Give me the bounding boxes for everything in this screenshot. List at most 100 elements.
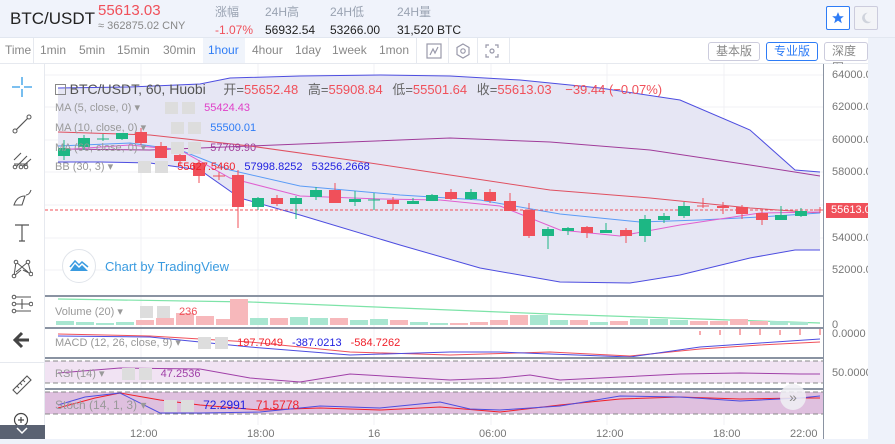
ma5-value: 55424.43	[204, 102, 251, 114]
tradingview-watermark[interactable]: Chart by TradingView	[62, 249, 229, 283]
pane-divider[interactable]	[45, 295, 868, 297]
pane-divider[interactable]	[45, 357, 868, 359]
gear-icon[interactable]	[198, 337, 212, 350]
trendline-icon	[12, 114, 32, 134]
macd-legend[interactable]: MACD (12, 26, close, 9) ▾ 197.7049 -387.…	[55, 337, 401, 350]
volume-label: Volume (20)	[55, 306, 115, 318]
ma60-legend[interactable]: MA (60, close, 0) ▾ 57709.90	[55, 142, 257, 155]
ruler-tool[interactable]	[7, 370, 37, 400]
page-scrollbar[interactable]	[868, 38, 895, 439]
favorite-button[interactable]	[826, 6, 850, 30]
macd-value: -387.0213	[292, 337, 342, 349]
trendline-tool[interactable]	[7, 109, 37, 139]
view-pro-button[interactable]: 专业版	[766, 42, 819, 61]
pitchfork-tool[interactable]	[7, 146, 37, 176]
close-icon[interactable]	[138, 368, 152, 381]
stat-24h-high: 24H高 56932.54	[265, 5, 316, 37]
volume-zero-tick: 0	[832, 319, 839, 331]
close-icon[interactable]	[188, 142, 202, 155]
price-axis[interactable]	[823, 64, 868, 439]
close-icon[interactable]	[182, 102, 196, 115]
back-button[interactable]	[7, 325, 37, 355]
pane-divider[interactable]	[45, 327, 868, 329]
high-value: 55908.84	[328, 82, 383, 97]
gear-icon[interactable]	[171, 122, 185, 135]
ma5-legend[interactable]: MA (5, close, 0) ▾ 55424.43	[55, 102, 251, 115]
interval-5min[interactable]: 5min	[79, 43, 106, 57]
macd-zero-tick: 0.0000	[832, 328, 866, 340]
chart-canvas[interactable]	[45, 64, 823, 439]
cny-price: ≈ 362875.02 CNY	[98, 20, 186, 32]
interval-4hour[interactable]: 4hour	[252, 43, 283, 57]
close-icon[interactable]	[188, 122, 202, 135]
rsi-legend[interactable]: RSI (14) ▾ 47.2536	[55, 368, 201, 381]
measure-fib-icon	[11, 294, 33, 314]
gear-icon[interactable]	[121, 368, 135, 381]
volume-value: 236	[179, 306, 198, 318]
collapse-legend-icon[interactable]	[55, 84, 66, 96]
ma60-value: 57709.90	[210, 142, 257, 154]
ticker-header: BTC/USDT 55613.03 ≈ 362875.02 CNY 涨幅 -1.…	[0, 0, 895, 38]
interval-30min[interactable]: 30min	[163, 43, 196, 57]
y-tick: 64000.00	[832, 69, 878, 81]
stoch-legend[interactable]: Stoch (14, 1, 3) ▾ 72.2991 71.5778	[55, 398, 300, 412]
pane-divider[interactable]	[45, 388, 868, 390]
screenshot-icon	[485, 44, 499, 58]
interval-time[interactable]: Time	[5, 43, 32, 57]
change-value: −39.44 (−0.07%)	[565, 82, 663, 97]
bb-label: BB (30, 3)	[55, 161, 105, 173]
interval-15min[interactable]: 15min	[117, 43, 150, 57]
divider	[477, 38, 478, 63]
close-icon[interactable]	[155, 161, 169, 174]
close-value: 55613.03	[497, 82, 552, 97]
drawing-toolbar	[0, 64, 45, 439]
gear-icon[interactable]	[139, 306, 153, 319]
ma10-legend[interactable]: MA (10, close, 0) ▾ 55500.01	[55, 122, 257, 135]
chevron-down-icon	[16, 427, 28, 435]
indicator-button[interactable]	[425, 42, 443, 60]
moon-icon	[862, 12, 872, 24]
interval-1min[interactable]: 1min	[40, 43, 67, 57]
ma60-label: MA (60, close, 0)	[55, 142, 138, 154]
divider	[0, 362, 45, 363]
macd-label: MACD (12, 26, close, 9)	[55, 337, 173, 349]
brush-icon	[13, 189, 32, 206]
close-icon[interactable]	[156, 306, 170, 319]
brush-tool[interactable]	[7, 183, 37, 213]
gear-icon[interactable]	[163, 399, 177, 412]
collapse-toolbar-button[interactable]	[0, 425, 45, 439]
close-icon[interactable]	[180, 399, 194, 412]
text-tool[interactable]	[7, 218, 37, 248]
chart-toolbar: Time 1min 5min 15min 30min 1hour 4hour 1…	[0, 38, 868, 75]
screenshot-button[interactable]	[483, 42, 501, 60]
pitchfork-icon	[12, 152, 32, 170]
measure-tool[interactable]	[7, 289, 37, 319]
interval-1hour[interactable]: 1hour	[203, 38, 245, 63]
gear-icon[interactable]	[138, 161, 152, 174]
stoch-k-value: 72.2991	[203, 398, 247, 412]
view-basic-button[interactable]: 基本版	[708, 42, 761, 61]
settings-button[interactable]	[454, 42, 472, 60]
interval-1mon[interactable]: 1mon	[379, 43, 410, 57]
divider	[448, 38, 449, 63]
theme-toggle-button[interactable]	[854, 6, 878, 30]
bb-legend[interactable]: BB (30, 3) ▾ 55627.5460 57998.8252 53256…	[55, 161, 370, 174]
open-label: 开=	[223, 82, 245, 97]
ma10-value: 55500.01	[210, 122, 257, 134]
scroll-to-realtime-button[interactable]: »	[780, 384, 806, 410]
ma10-label: MA (10, close, 0)	[55, 122, 138, 134]
close-icon[interactable]	[215, 337, 229, 350]
interval-1week[interactable]: 1week	[332, 43, 367, 57]
view-depth-button[interactable]: 深度图	[824, 42, 868, 75]
low-value: 55501.64	[412, 82, 468, 97]
gear-icon[interactable]	[165, 102, 179, 115]
volume-legend[interactable]: Volume (20) ▾ 236	[55, 306, 198, 319]
symbol-title: BTC/USDT, 60, Huobi	[69, 81, 206, 97]
gear-icon[interactable]	[171, 142, 185, 155]
interval-1day[interactable]: 1day	[295, 43, 322, 57]
bb-upper-value: 57998.8252	[244, 161, 303, 173]
settings-hex-icon	[456, 43, 470, 59]
double-chevron-right-icon: »	[789, 389, 797, 405]
pattern-tool[interactable]	[7, 254, 37, 284]
crosshair-tool[interactable]	[7, 72, 37, 102]
